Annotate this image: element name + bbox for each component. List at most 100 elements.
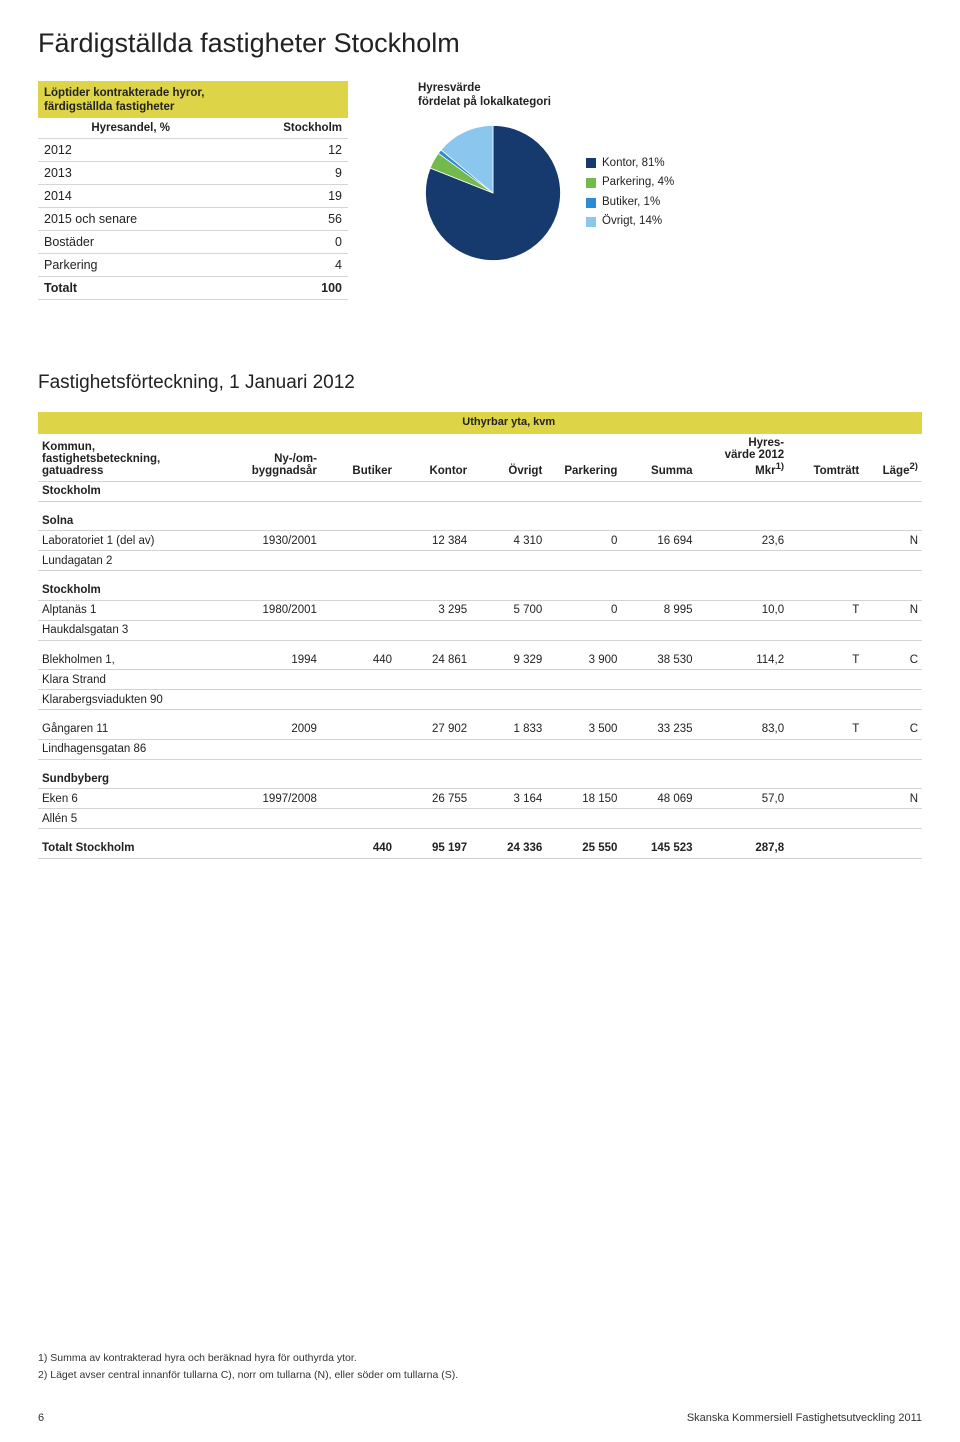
legend-item: Parkering, 4% [586,173,674,193]
table-cell [863,809,922,829]
table-cell [321,600,396,620]
table-row: Alptanäs 11980/20013 2955 70008 99510,0T… [38,600,922,620]
table-cell: 0 [546,600,621,620]
table-cell [788,531,863,551]
table-row: Blekholmen 1,199444024 8619 3293 90038 5… [38,650,922,670]
loptider-total: Totalt 100 [38,276,348,299]
pie-title-l1: Hyresvärde [418,82,481,94]
table-cell [863,551,922,571]
group-header-label: Solna [38,511,922,531]
table-cell: Lundagatan 2 [38,551,220,571]
loptider-row-value: 4 [223,253,348,276]
table-cell: 3 295 [396,600,471,620]
upper-panel: Löptider kontrakterade hyror, färdigstäl… [38,81,922,300]
table-cell: 12 384 [396,531,471,551]
table-cell: 4 310 [471,531,546,551]
table-cell: 114,2 [697,650,789,670]
table-cell [220,809,321,829]
table-row: Lindhagensgatan 86 [38,739,922,759]
table-cell: 18 150 [546,789,621,809]
col-tomtratt: Tomträtt [788,434,863,481]
pie-title-l2: fördelat på lokalkategori [418,96,551,108]
table-cell: 440 [321,839,396,859]
section-title: Fastighetsförteckning, 1 Januari 2012 [38,372,922,394]
table-cell: 287,8 [697,839,789,859]
loptider-row: 20139 [38,161,348,184]
table-cell [621,670,696,690]
col-ovrigt: Övrigt [471,434,546,481]
table-cell [788,670,863,690]
loptider-row-label: 2014 [38,184,223,207]
table-cell [788,739,863,759]
loptider-row: 201419 [38,184,348,207]
table-cell: Gångaren 11 [38,720,220,740]
table-cell [321,670,396,690]
table-cell [697,551,789,571]
col-lage-label: Läge [883,465,910,477]
loptider-row-value: 19 [223,184,348,207]
loptider-row-label: 2013 [38,161,223,184]
table-cell [396,690,471,710]
col-butiker: Butiker [321,434,396,481]
table-cell: C [863,650,922,670]
table-cell: 38 530 [621,650,696,670]
col-hyresvarde-l1: Hyres- [748,437,784,449]
total-row: Totalt Stockholm44095 19724 33625 550145… [38,839,922,859]
table-row: Haukdalsgatan 3 [38,620,922,640]
table-cell [863,670,922,690]
table-cell: 145 523 [621,839,696,859]
col-hyresvarde-sup: 1) [776,461,785,472]
table-cell [471,739,546,759]
main-table-headrow: Kommun, fastighetsbeteckning, gatuadress… [38,434,922,481]
table-cell [220,551,321,571]
table-cell: Haukdalsgatan 3 [38,620,220,640]
footnotes: 1) Summa av kontrakterad hyra och beräkn… [38,1350,922,1384]
table-cell: 27 902 [396,720,471,740]
table-cell: 2009 [220,720,321,740]
table-cell: Allén 5 [38,809,220,829]
table-cell [220,690,321,710]
table-cell [697,670,789,690]
table-cell [788,690,863,710]
group-header: Sundbyberg [38,769,922,789]
loptider-row: 2015 och senare56 [38,207,348,230]
group-header-label: Sundbyberg [38,769,922,789]
loptider-row-label: 2012 [38,138,223,161]
table-cell [321,720,396,740]
col-byggnadsar: Ny-/om- byggnadsår [220,434,321,481]
table-row: Gångaren 11200927 9021 8333 50033 23583,… [38,720,922,740]
table-cell: 5 700 [471,600,546,620]
table-cell [863,739,922,759]
table-cell: 26 755 [396,789,471,809]
table-cell: C [863,720,922,740]
table-cell [697,809,789,829]
table-cell: Klara Strand [38,670,220,690]
table-cell [321,620,396,640]
legend-item: Kontor, 81% [586,154,674,174]
table-row: Klara Strand [38,670,922,690]
region-row: Stockholm [38,481,922,501]
table-cell: T [788,600,863,620]
legend-item: Butiker, 1% [586,193,674,213]
loptider-row-label: 2015 och senare [38,207,223,230]
table-cell: 1 833 [471,720,546,740]
table-cell [546,670,621,690]
table-cell: 23,6 [697,531,789,551]
legend-swatch [586,158,596,168]
loptider-col-label: Hyresandel, % [38,118,223,139]
table-cell [788,551,863,571]
table-cell [471,620,546,640]
table-cell [396,551,471,571]
group-header-label: Stockholm [38,581,922,601]
table-cell: 9 329 [471,650,546,670]
table-cell: 1997/2008 [220,789,321,809]
table-cell: 10,0 [697,600,789,620]
table-cell [471,551,546,571]
table-cell: Alptanäs 1 [38,600,220,620]
table-cell: N [863,789,922,809]
table-cell [220,670,321,690]
table-cell [396,739,471,759]
col-kontor: Kontor [396,434,471,481]
footnote-2: 2) Läget avser central innanför tullarna… [38,1367,922,1384]
loptider-row-value: 56 [223,207,348,230]
